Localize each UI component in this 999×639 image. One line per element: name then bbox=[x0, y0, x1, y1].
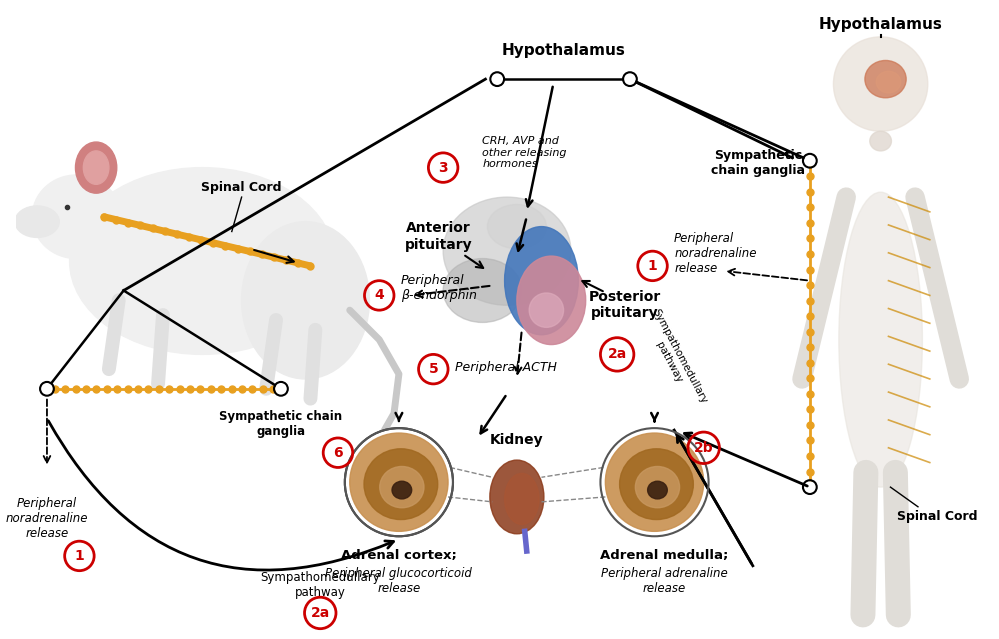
Ellipse shape bbox=[619, 449, 693, 520]
Text: 4: 4 bbox=[375, 288, 385, 302]
Ellipse shape bbox=[76, 142, 117, 193]
Ellipse shape bbox=[865, 61, 906, 98]
Ellipse shape bbox=[839, 192, 922, 487]
Text: 2a: 2a bbox=[311, 606, 330, 620]
Text: Sympathomedullary
pathway: Sympathomedullary pathway bbox=[261, 571, 381, 599]
FancyArrowPatch shape bbox=[48, 420, 394, 570]
Text: Adrenal cortex;: Adrenal cortex; bbox=[341, 550, 457, 562]
Text: Peripheral
noradrenaline
release: Peripheral noradrenaline release bbox=[674, 232, 756, 275]
Text: Hypothalamus: Hypothalamus bbox=[501, 43, 625, 58]
Circle shape bbox=[804, 155, 816, 167]
Ellipse shape bbox=[605, 433, 703, 532]
Circle shape bbox=[833, 37, 928, 131]
Circle shape bbox=[624, 73, 635, 85]
Ellipse shape bbox=[516, 256, 585, 344]
Text: Peripheral glucocorticoid
release: Peripheral glucocorticoid release bbox=[326, 567, 473, 594]
Text: Sympathetic chain
ganglia: Sympathetic chain ganglia bbox=[220, 410, 343, 438]
Text: 1: 1 bbox=[647, 259, 657, 273]
Ellipse shape bbox=[870, 131, 891, 151]
Ellipse shape bbox=[364, 449, 438, 520]
Text: Peripheral
noradrenaline
release: Peripheral noradrenaline release bbox=[6, 497, 88, 540]
Text: Spinal Cord: Spinal Cord bbox=[897, 510, 978, 523]
Text: Spinal Cord: Spinal Cord bbox=[202, 181, 282, 194]
Text: Anterior
pituitary: Anterior pituitary bbox=[405, 221, 473, 252]
Ellipse shape bbox=[380, 466, 424, 508]
Ellipse shape bbox=[70, 167, 335, 355]
Text: 2a: 2a bbox=[607, 348, 626, 362]
Text: Sympathetic
chain ganglia: Sympathetic chain ganglia bbox=[710, 149, 805, 177]
Ellipse shape bbox=[392, 481, 412, 499]
Ellipse shape bbox=[504, 473, 539, 525]
Ellipse shape bbox=[444, 197, 571, 305]
Ellipse shape bbox=[529, 293, 563, 327]
Ellipse shape bbox=[488, 204, 546, 249]
Ellipse shape bbox=[242, 222, 370, 379]
Text: Peripheral
β-endorphin: Peripheral β-endorphin bbox=[401, 273, 477, 302]
Ellipse shape bbox=[32, 175, 121, 259]
Circle shape bbox=[345, 428, 453, 536]
Ellipse shape bbox=[444, 259, 521, 323]
Circle shape bbox=[804, 481, 816, 493]
Text: CRH, AVP and
other releasing
hormones: CRH, AVP and other releasing hormones bbox=[483, 136, 567, 169]
Ellipse shape bbox=[635, 466, 679, 508]
Text: 3: 3 bbox=[439, 160, 448, 174]
Text: Hypothalamus: Hypothalamus bbox=[819, 17, 943, 32]
Text: 6: 6 bbox=[333, 446, 343, 459]
Text: Peripheral adrenaline
release: Peripheral adrenaline release bbox=[601, 567, 727, 594]
Text: Peripheral ACTH: Peripheral ACTH bbox=[455, 360, 556, 374]
Circle shape bbox=[275, 383, 287, 395]
Text: Posterior
pituitary: Posterior pituitary bbox=[588, 290, 661, 320]
Ellipse shape bbox=[647, 481, 667, 499]
Ellipse shape bbox=[876, 72, 901, 93]
Ellipse shape bbox=[504, 227, 578, 335]
Text: 1: 1 bbox=[75, 549, 84, 563]
Text: 5: 5 bbox=[429, 362, 439, 376]
Text: Sympathomedullary
pathway: Sympathomedullary pathway bbox=[639, 307, 708, 411]
Ellipse shape bbox=[490, 460, 543, 534]
Text: 2b: 2b bbox=[694, 441, 713, 455]
Ellipse shape bbox=[15, 206, 59, 238]
Circle shape bbox=[492, 73, 503, 85]
Text: Kidney: Kidney bbox=[491, 433, 543, 447]
Ellipse shape bbox=[350, 433, 449, 532]
Circle shape bbox=[600, 428, 708, 536]
Circle shape bbox=[41, 383, 53, 395]
Ellipse shape bbox=[83, 151, 109, 184]
Text: Adrenal medulla;: Adrenal medulla; bbox=[600, 550, 728, 562]
